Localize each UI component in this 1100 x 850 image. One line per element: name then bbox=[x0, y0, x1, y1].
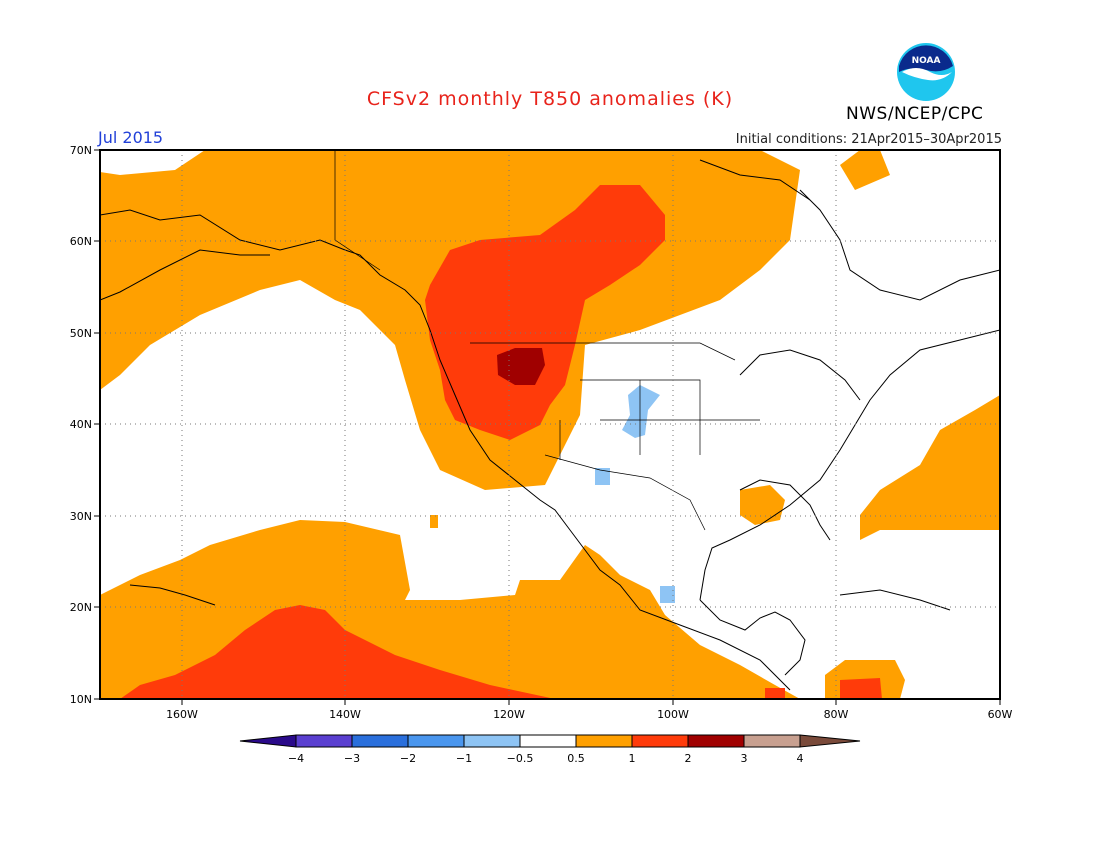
lat-tick-label: 30N bbox=[70, 510, 92, 523]
colorbar-label: −4 bbox=[288, 752, 304, 765]
logo-text: NOAA bbox=[912, 56, 941, 66]
lat-tick-label: 60N bbox=[70, 235, 92, 248]
colorbar-label: 0.5 bbox=[567, 752, 585, 765]
colorbar-label: −0.5 bbox=[507, 752, 534, 765]
colorbar-swatch bbox=[463, 734, 521, 748]
anomaly-lightblue-regions bbox=[595, 385, 675, 603]
anomaly-red-regions bbox=[120, 185, 882, 699]
lon-tick-label: 120W bbox=[493, 708, 525, 721]
valid-month-label: Jul 2015 bbox=[98, 128, 164, 147]
colorbar-label: −3 bbox=[344, 752, 360, 765]
colorbar bbox=[239, 734, 861, 748]
colorbar-label: 3 bbox=[741, 752, 748, 765]
lon-tick-labels: 160W 140W 120W 100W 80W 60W bbox=[166, 708, 1012, 721]
agency-label: NWS/NCEP/CPC bbox=[846, 104, 984, 124]
lat-tick-labels: 70N 60N 50N 40N 30N 20N 10N bbox=[70, 144, 92, 706]
lat-tick-label: 70N bbox=[70, 144, 92, 157]
noaa-logo-icon: NOAA bbox=[897, 43, 955, 101]
lon-tick-label: 80W bbox=[824, 708, 849, 721]
colorbar-swatch bbox=[519, 734, 577, 748]
colorbar-swatch bbox=[295, 734, 353, 748]
lat-tick-label: 20N bbox=[70, 601, 92, 614]
coastlines bbox=[100, 159, 1000, 691]
initial-conditions-label: Initial conditions: 21Apr2015–30Apr2015 bbox=[735, 132, 1002, 147]
colorbar-swatch bbox=[799, 734, 861, 748]
colorbar-swatch bbox=[631, 734, 689, 748]
lat-tick-label: 50N bbox=[70, 327, 92, 340]
lon-tick-label: 140W bbox=[329, 708, 361, 721]
colorbar-swatch bbox=[239, 734, 297, 748]
map-title: CFSv2 monthly T850 anomalies (K) bbox=[366, 88, 734, 110]
colorbar-swatch bbox=[351, 734, 409, 748]
lon-tick-label: 100W bbox=[657, 708, 689, 721]
lat-lon-grid bbox=[100, 150, 1000, 699]
lon-tick-label: 160W bbox=[166, 708, 198, 721]
colorbar-swatch bbox=[407, 734, 465, 748]
colorbar-label: −1 bbox=[456, 752, 472, 765]
lat-tick-label: 40N bbox=[70, 418, 92, 431]
colorbar-label: −2 bbox=[400, 752, 416, 765]
colorbar-swatch bbox=[575, 734, 633, 748]
colorbar-label: 4 bbox=[797, 752, 804, 765]
colorbar-swatch bbox=[687, 734, 745, 748]
colorbar-swatch bbox=[743, 734, 801, 748]
colorbar-label: 1 bbox=[629, 752, 636, 765]
colorbar-label: 2 bbox=[685, 752, 692, 765]
lon-tick-label: 60W bbox=[988, 708, 1013, 721]
colorbar-labels: −4 −3 −2 −1 −0.5 0.5 1 2 3 4 bbox=[288, 752, 804, 765]
lat-tick-label: 10N bbox=[70, 693, 92, 706]
political-borders bbox=[334, 150, 760, 531]
